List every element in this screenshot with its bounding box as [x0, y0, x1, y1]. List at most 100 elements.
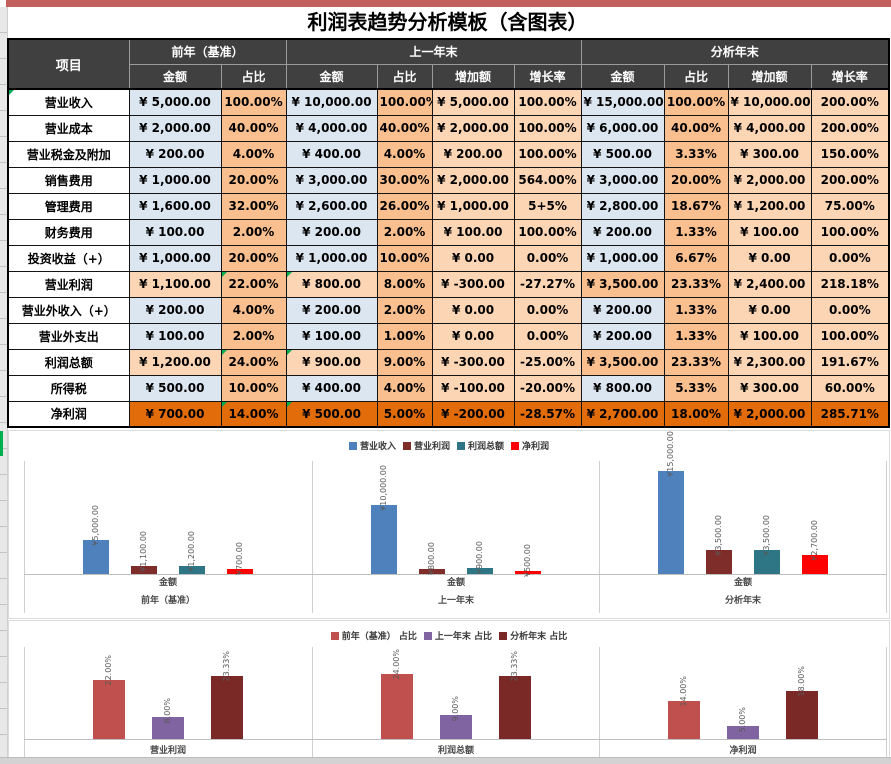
- cell[interactable]: ¥ 3,500.00: [580, 270, 665, 298]
- cell[interactable]: ¥ 100.00: [128, 218, 222, 246]
- row-label[interactable]: 投资收益（+）: [7, 244, 130, 272]
- row-label[interactable]: 营业税金及附加: [7, 140, 130, 168]
- cell[interactable]: ¥ -300.00: [431, 270, 515, 298]
- cell[interactable]: 10.00%: [220, 374, 287, 402]
- bar[interactable]: [83, 540, 109, 574]
- column-group-header[interactable]: 分析年末: [580, 38, 890, 65]
- cell[interactable]: 1.00%: [376, 322, 433, 350]
- cell[interactable]: 10.00%: [376, 244, 433, 272]
- cell[interactable]: 23.33%: [663, 270, 729, 298]
- cell[interactable]: ¥ 3,000.00: [580, 166, 665, 194]
- cell[interactable]: 6.67%: [663, 244, 729, 272]
- cell[interactable]: 22.00%: [220, 270, 287, 298]
- cell[interactable]: 5.00%: [376, 400, 433, 428]
- cell[interactable]: 40.00%: [376, 114, 433, 142]
- legend-item[interactable]: 分析年末 占比: [499, 629, 567, 642]
- cell[interactable]: 2.00%: [376, 218, 433, 246]
- row-label[interactable]: 利润总额: [7, 348, 130, 376]
- cell[interactable]: 218.18%: [810, 270, 890, 298]
- cell[interactable]: 200.00%: [810, 166, 890, 194]
- cell[interactable]: 191.67%: [810, 348, 890, 376]
- cell[interactable]: 4.00%: [376, 140, 433, 168]
- cell[interactable]: 23.33%: [663, 348, 729, 376]
- column-header-item[interactable]: 项目: [7, 38, 130, 90]
- cell[interactable]: 200.00%: [810, 88, 890, 116]
- cell[interactable]: 0.00%: [810, 244, 890, 272]
- cell[interactable]: ¥ 900.00: [285, 348, 378, 376]
- cell[interactable]: 100.00%: [376, 88, 433, 116]
- row-label[interactable]: 营业外收入（+）: [7, 296, 130, 324]
- column-header[interactable]: 增加额: [727, 63, 812, 90]
- cell[interactable]: ¥ 1,600.00: [128, 192, 222, 220]
- bar[interactable]: [467, 568, 493, 574]
- cell[interactable]: 5.33%: [663, 374, 729, 402]
- bar[interactable]: [211, 676, 243, 739]
- legend-item[interactable]: 利润总额: [457, 439, 504, 452]
- bar[interactable]: [152, 717, 184, 739]
- cell[interactable]: ¥ -300.00: [431, 348, 515, 376]
- cell[interactable]: ¥ 500.00: [285, 400, 378, 428]
- bar[interactable]: [371, 505, 397, 574]
- row-label[interactable]: 净利润: [7, 400, 130, 428]
- cell[interactable]: 100.00%: [513, 114, 582, 142]
- cell[interactable]: ¥ 0.00: [431, 296, 515, 324]
- cell[interactable]: ¥ 400.00: [285, 374, 378, 402]
- bar[interactable]: [802, 555, 828, 574]
- cell[interactable]: 200.00%: [810, 114, 890, 142]
- legend-item[interactable]: 净利润: [511, 439, 549, 452]
- cell[interactable]: ¥ 700.00: [128, 400, 222, 428]
- cell[interactable]: 8.00%: [376, 270, 433, 298]
- cell[interactable]: 24.00%: [220, 348, 287, 376]
- column-group-header[interactable]: 前年（基准）: [128, 38, 287, 65]
- cell[interactable]: 4.00%: [376, 374, 433, 402]
- column-header[interactable]: 金额: [128, 63, 222, 90]
- bar[interactable]: [499, 676, 531, 739]
- bar[interactable]: [706, 550, 732, 574]
- cell[interactable]: ¥ 1,200.00: [128, 348, 222, 376]
- cell[interactable]: 1.33%: [663, 296, 729, 324]
- legend-item[interactable]: 上一年末 占比: [423, 629, 492, 642]
- cell[interactable]: ¥ 4,000.00: [727, 114, 812, 142]
- legend-item[interactable]: 前年（基准） 占比: [330, 629, 417, 642]
- legend-item[interactable]: 营业利润: [402, 439, 450, 452]
- cell[interactable]: ¥ 100.00: [727, 218, 812, 246]
- cell[interactable]: ¥ 3,500.00: [580, 348, 665, 376]
- cell[interactable]: ¥ 100.00: [431, 218, 515, 246]
- bar[interactable]: [419, 569, 445, 574]
- cell[interactable]: 75.00%: [810, 192, 890, 220]
- cell[interactable]: ¥ 2,400.00: [727, 270, 812, 298]
- cell[interactable]: -28.57%: [513, 400, 582, 428]
- cell[interactable]: 100.00%: [663, 88, 729, 116]
- cell[interactable]: ¥ 0.00: [431, 244, 515, 272]
- cell[interactable]: ¥ 200.00: [580, 218, 665, 246]
- column-header[interactable]: 增长率: [513, 63, 582, 90]
- cell[interactable]: ¥ 5,000.00: [128, 88, 222, 116]
- cell[interactable]: 26.00%: [376, 192, 433, 220]
- bar[interactable]: [658, 471, 684, 574]
- cell[interactable]: ¥ 200.00: [128, 296, 222, 324]
- cell[interactable]: 18.00%: [663, 400, 729, 428]
- cell[interactable]: 100.00%: [220, 88, 287, 116]
- cell[interactable]: ¥ 0.00: [431, 322, 515, 350]
- cell[interactable]: 20.00%: [220, 244, 287, 272]
- cell[interactable]: ¥ 200.00: [580, 296, 665, 324]
- column-header[interactable]: 占比: [663, 63, 729, 90]
- row-label[interactable]: 管理费用: [7, 192, 130, 220]
- cell[interactable]: ¥ 200.00: [431, 140, 515, 168]
- cell[interactable]: 9.00%: [376, 348, 433, 376]
- cell[interactable]: ¥ 2,600.00: [285, 192, 378, 220]
- ratio-bar-chart[interactable]: 前年（基准） 占比 上一年末 占比 分析年末 占比 22.00% 8.00% 23.33%…: [8, 620, 890, 759]
- cell[interactable]: ¥ 800.00: [580, 374, 665, 402]
- cell[interactable]: ¥ 1,100.00: [128, 270, 222, 298]
- row-label[interactable]: 营业利润: [7, 270, 130, 298]
- row-label[interactable]: 营业外支出: [7, 322, 130, 350]
- cell[interactable]: ¥ 2,000.00: [431, 114, 515, 142]
- cell[interactable]: 100.00%: [810, 322, 890, 350]
- bar[interactable]: [668, 701, 700, 739]
- cell[interactable]: 100.00%: [513, 218, 582, 246]
- column-header[interactable]: 金额: [285, 63, 378, 90]
- cell[interactable]: 100.00%: [513, 140, 582, 168]
- cell[interactable]: 5+5%: [513, 192, 582, 220]
- cell[interactable]: 20.00%: [663, 166, 729, 194]
- column-header[interactable]: 金额: [580, 63, 665, 90]
